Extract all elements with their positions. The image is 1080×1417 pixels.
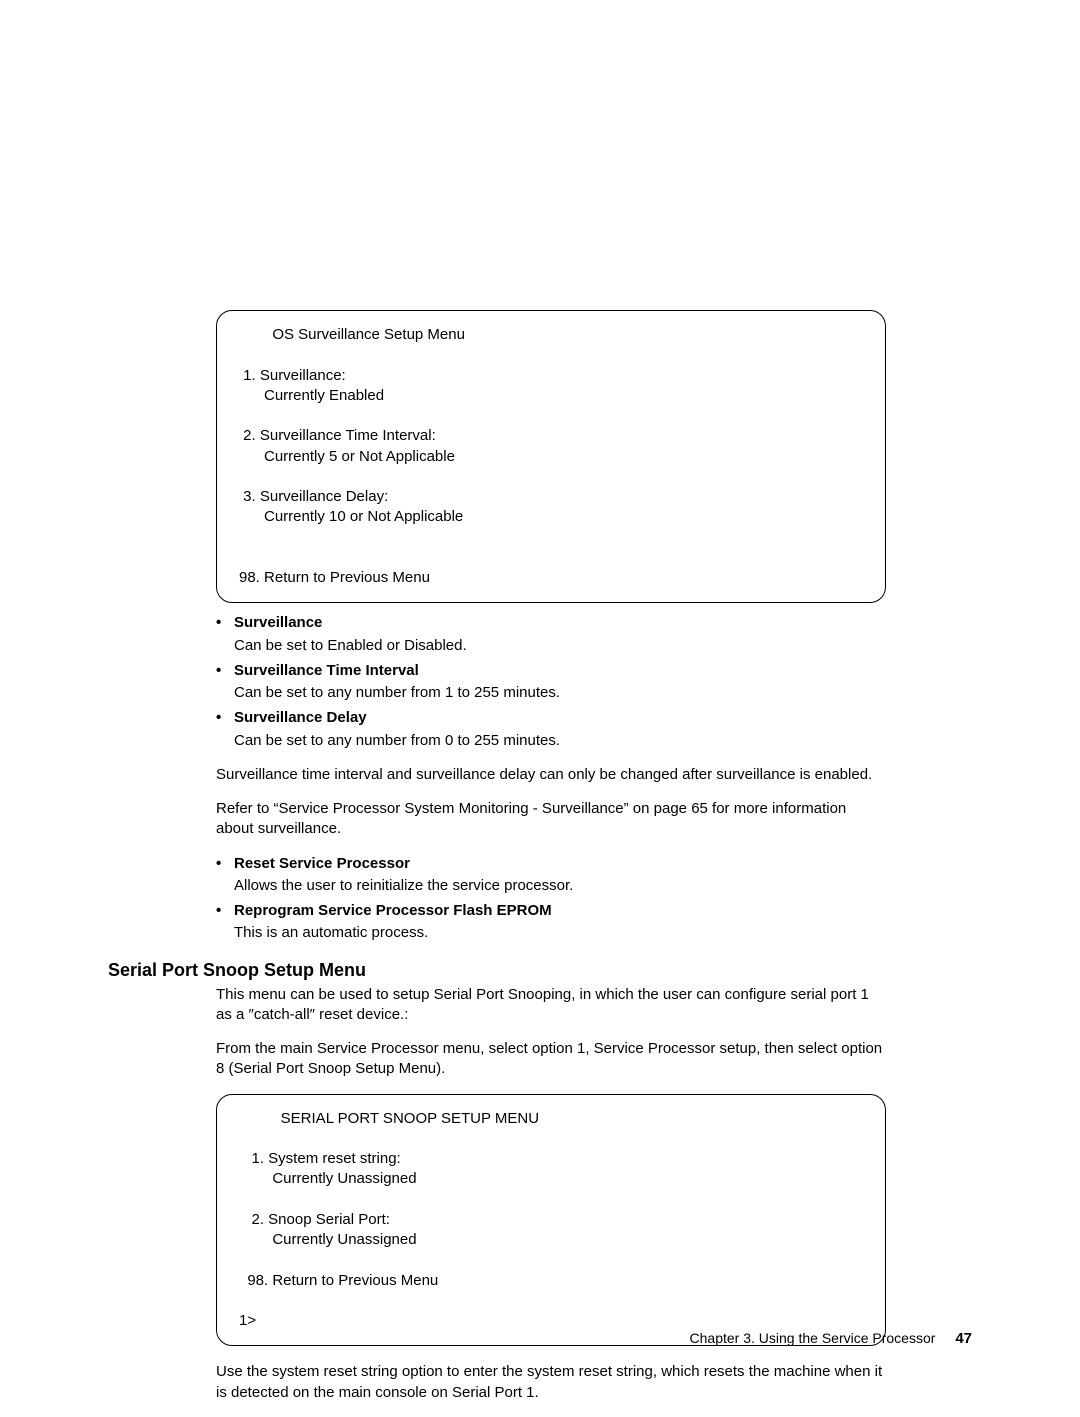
bullet-list-1: Surveillance Can be set to Enabled or Di…	[216, 613, 886, 751]
list-item: Reprogram Service Processor Flash EPROM …	[216, 901, 886, 944]
list-item: Surveillance Time Interval Can be set to…	[216, 661, 886, 704]
list-item-title: Surveillance	[234, 614, 322, 631]
list-item-title: Surveillance Delay	[234, 709, 367, 726]
list-item-title: Surveillance Time Interval	[234, 662, 419, 679]
list-item-desc: Can be set to Enabled or Disabled.	[234, 636, 886, 656]
os-surveillance-menu-box: OS Surveillance Setup Menu 1. Surveillan…	[216, 310, 886, 603]
list-item: Reset Service Processor Allows the user …	[216, 854, 886, 897]
serial-port-snoop-menu-box: SERIAL PORT SNOOP SETUP MENU 1. System r…	[216, 1094, 886, 1347]
section-heading: Serial Port Snoop Setup Menu	[108, 960, 972, 981]
paragraph: Surveillance time interval and surveilla…	[216, 765, 886, 785]
page: OS Surveillance Setup Menu 1. Surveillan…	[0, 0, 1080, 1403]
list-item-title: Reset Service Processor	[234, 855, 410, 872]
footer-page-number: 47	[955, 1330, 972, 1347]
list-item-desc: Allows the user to reinitialize the serv…	[234, 876, 886, 896]
list-item-desc: Can be set to any number from 1 to 255 m…	[234, 683, 886, 703]
list-item: Surveillance Can be set to Enabled or Di…	[216, 613, 886, 656]
list-item-title: Reprogram Service Processor Flash EPROM	[234, 902, 552, 919]
list-item: Surveillance Delay Can be set to any num…	[216, 708, 886, 751]
bullet-list-2: Reset Service Processor Allows the user …	[216, 854, 886, 944]
footer-chapter: Chapter 3. Using the Service Processor	[690, 1330, 936, 1346]
list-item-desc: This is an automatic process.	[234, 923, 886, 943]
paragraph: From the main Service Processor menu, se…	[216, 1039, 886, 1080]
paragraph: This menu can be used to setup Serial Po…	[216, 985, 886, 1026]
list-item-desc: Can be set to any number from 0 to 255 m…	[234, 731, 886, 751]
content-column: OS Surveillance Setup Menu 1. Surveillan…	[216, 310, 886, 944]
page-footer: Chapter 3. Using the Service Processor 4…	[690, 1330, 972, 1347]
paragraph: Refer to “Service Processor System Monit…	[216, 799, 886, 840]
